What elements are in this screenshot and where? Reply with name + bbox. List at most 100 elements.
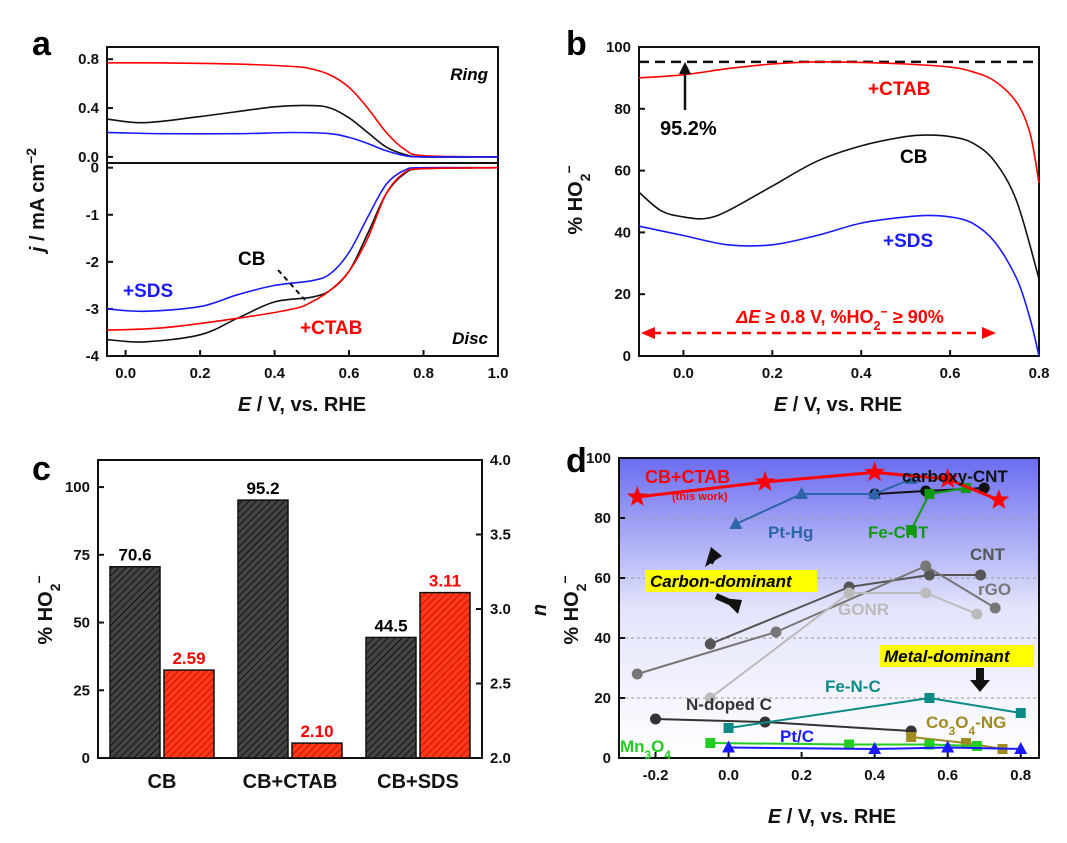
point-rgo bbox=[989, 602, 1001, 614]
carbon-arrow-up-shaft bbox=[707, 551, 719, 565]
x-tick-label: 0.6 bbox=[339, 365, 360, 382]
point-pt-c bbox=[868, 742, 882, 754]
y-tick-label: 25 bbox=[73, 682, 90, 699]
y-axis-label-b: % HO2− bbox=[561, 165, 593, 234]
point-gonr bbox=[971, 608, 983, 620]
curve-sds bbox=[638, 214, 1040, 357]
panel-letter-b: b bbox=[566, 25, 587, 63]
x-axis-label-d: E / V, vs. RHE bbox=[768, 806, 896, 828]
x-tick-label: 0.0 bbox=[115, 365, 136, 382]
ring-curve-sds bbox=[106, 131, 499, 158]
y-tick-label: -2 bbox=[86, 254, 99, 271]
point-pt-c bbox=[1014, 742, 1028, 754]
axis-frame-a bbox=[106, 46, 499, 357]
point-n-doped-c bbox=[650, 713, 662, 725]
bar-n-cb-sds bbox=[419, 591, 471, 759]
point-label-carboxy-cnt: carboxy-CNT bbox=[902, 467, 1008, 486]
y-tick-label: 0.8 bbox=[78, 51, 99, 68]
point-label-pt-hg: Pt-Hg bbox=[768, 523, 813, 542]
x-tick-label: 0.6 bbox=[940, 365, 961, 382]
this-work-label: (this work) bbox=[672, 491, 728, 503]
point-label-cb-ctab: CB+CTAB bbox=[645, 467, 730, 487]
x-tick-label: 0.2 bbox=[762, 365, 783, 382]
axis-frame-b bbox=[638, 46, 1040, 357]
carbon-dominant-label: Carbon-dominant bbox=[650, 572, 793, 591]
x-tick-label: -0.2 bbox=[643, 767, 669, 784]
category-label: CB+CTAB bbox=[243, 771, 338, 793]
bar-n-cb-ctab bbox=[291, 742, 343, 759]
ring-curve-ctab bbox=[106, 62, 499, 158]
label-sds-b: +SDS bbox=[883, 231, 933, 252]
y-tick-label: 4.0 bbox=[490, 452, 511, 469]
y-tick-label: 50 bbox=[73, 615, 90, 632]
y-tick-label: 0 bbox=[91, 160, 99, 177]
x-tick-label: 0.6 bbox=[937, 767, 958, 784]
point-label-pt-c: Pt/C bbox=[780, 727, 814, 746]
y-tick-label: 0.0 bbox=[78, 149, 99, 166]
point-rgo bbox=[631, 668, 643, 680]
disc-label: Disc bbox=[452, 329, 488, 348]
point-label-co-ng: Co3O4-NG bbox=[926, 713, 1006, 738]
x-tick-label: 0.2 bbox=[791, 767, 812, 784]
point-label-mn: Mn3O4 bbox=[620, 737, 671, 762]
y-tick-label: 75 bbox=[73, 547, 90, 564]
y-tick-label: 2.0 bbox=[490, 750, 511, 767]
point-mn3o4 bbox=[924, 739, 935, 750]
x-tick-label: 0.8 bbox=[1010, 767, 1031, 784]
series-line-pt-c bbox=[728, 746, 1021, 750]
axis-frame-d bbox=[618, 457, 1040, 759]
series-line-mn3o4 bbox=[710, 742, 977, 747]
point-label-fe-n-c: Fe-N-C bbox=[825, 677, 881, 696]
bar-n-cb bbox=[163, 669, 215, 759]
y-tick-label: 0 bbox=[623, 348, 631, 365]
point-cnt bbox=[975, 569, 987, 581]
y-axis-label-c-right: n bbox=[529, 604, 551, 616]
label-sds: +SDS bbox=[123, 281, 173, 302]
bar-label-n: 3.11 bbox=[429, 572, 461, 591]
range-arrow-right bbox=[982, 327, 996, 339]
point-cb-ctab bbox=[754, 471, 776, 491]
y-axis-label-c-left: % HO2− bbox=[31, 575, 63, 644]
point-gonr bbox=[843, 587, 855, 599]
series-line-pt-hg bbox=[735, 478, 912, 525]
metal-arrow-head bbox=[970, 680, 990, 692]
y-tick-label: -3 bbox=[86, 301, 99, 318]
point-label-cnt: CNT bbox=[970, 545, 1006, 564]
x-tick-label: 0.2 bbox=[190, 365, 211, 382]
bar-ho2-cb bbox=[109, 565, 161, 759]
carbon-dominant-highlight bbox=[645, 570, 817, 592]
panel-a: a0.00.40.8-4-3-2-100.0 0.2 0.4 0.6 0.8 1.0Rin… bbox=[23, 25, 508, 416]
point-fe-cnt bbox=[924, 489, 935, 499]
point-gonr bbox=[704, 692, 716, 704]
y-tick-label: 0 bbox=[82, 750, 90, 767]
point-cnt bbox=[923, 569, 935, 581]
label-cb-b: CB bbox=[900, 147, 927, 168]
y-tick-label: -1 bbox=[86, 207, 99, 224]
y-tick-label: 3.0 bbox=[490, 601, 511, 618]
series-line-cnt bbox=[709, 574, 981, 645]
y-tick-label: -4 bbox=[86, 348, 100, 365]
point-fe-n-c bbox=[723, 723, 734, 733]
point-mn3o4 bbox=[844, 739, 855, 750]
point-fe-cnt bbox=[906, 525, 917, 535]
ref-arrow-head bbox=[679, 62, 691, 74]
y-tick-label: 40 bbox=[594, 630, 611, 647]
bar-label-ho2: 70.6 bbox=[118, 546, 151, 565]
point-cnt bbox=[704, 638, 716, 650]
metal-dominant-highlight bbox=[880, 645, 1034, 667]
y-tick-label: 20 bbox=[594, 690, 611, 707]
point-pt-c bbox=[722, 740, 736, 753]
point-label-n-doped-c: N-doped C bbox=[686, 695, 772, 714]
ring-curve-cb bbox=[106, 104, 499, 158]
point-gonr bbox=[920, 587, 932, 599]
y-tick-label: 0.4 bbox=[78, 100, 100, 117]
x-tick-label: 0.8 bbox=[1029, 365, 1050, 382]
curve-ctab bbox=[638, 60, 1040, 184]
bar-label-n: 2.59 bbox=[172, 649, 205, 668]
bar-ho2-cb-ctab bbox=[237, 499, 289, 759]
curve-cb bbox=[638, 134, 1040, 280]
y-tick-label: 80 bbox=[614, 101, 631, 118]
point-mn3o4 bbox=[971, 741, 982, 751]
y-tick-label: 20 bbox=[614, 286, 631, 303]
cb-pointer bbox=[277, 269, 306, 301]
